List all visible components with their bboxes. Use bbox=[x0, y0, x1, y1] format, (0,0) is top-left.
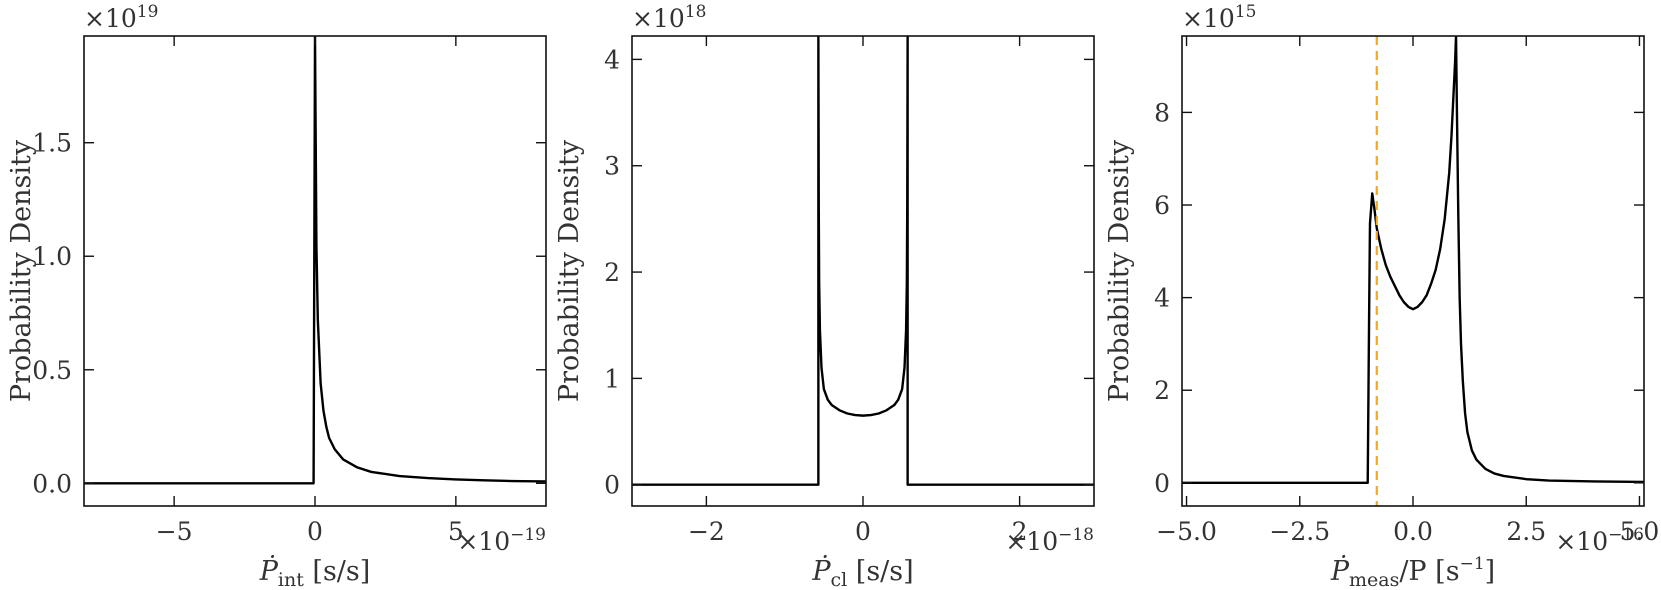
pdf-curve-0 bbox=[84, 36, 546, 485]
y-tick-label: 0.5 bbox=[32, 356, 72, 385]
x-tick-label: 5 bbox=[448, 517, 464, 546]
y-tick-label: 3 bbox=[604, 152, 620, 181]
x-multiplier-label: ×10−19 bbox=[457, 525, 546, 556]
y-axis-label: Probability Density bbox=[554, 139, 585, 402]
y-multiplier-label: ×1019 bbox=[84, 2, 158, 33]
x-tick-label: 0 bbox=[855, 517, 871, 546]
panel-pdot-cl: −2 0 2 0 1 2 3 4 ×1018 ×10−18 Probability Density Ṗ… bbox=[554, 2, 1095, 590]
panel-pdot-int: −5 0 5 0.0 0.5 1.0 1.5 ×1019 ×10−19 Probability D… bbox=[6, 2, 547, 590]
x-tick-label: 5.0 bbox=[1620, 517, 1660, 546]
y-tick-label: 8 bbox=[1154, 98, 1170, 127]
pdf-curve-0 bbox=[1182, 36, 1644, 485]
panel-pdot-meas-over-p: −5.0 −2.5 0.0 2.5 5.0 0 2 4 6 8 ×1015 ×10−16 Probabi… bbox=[1104, 2, 1659, 590]
y-tick-label: 0 bbox=[604, 471, 620, 500]
y-axis-label: Probability Density bbox=[1104, 139, 1135, 402]
y-tick-label: 1.0 bbox=[32, 242, 72, 271]
axes-frame bbox=[631, 35, 1095, 507]
y-tick-label: 4 bbox=[604, 45, 620, 74]
x-tick-label: −5.0 bbox=[1156, 517, 1217, 546]
x-tick-label: 0.0 bbox=[1393, 517, 1433, 546]
y-tick-label: 1 bbox=[604, 364, 620, 393]
y-multiplier-label: ×1015 bbox=[1182, 2, 1256, 33]
y-tick-label: 2 bbox=[1154, 376, 1170, 405]
y-tick-label: 1.5 bbox=[32, 129, 72, 158]
x-multiplier-label: ×10−18 bbox=[1005, 525, 1094, 556]
x-tick-label: −5 bbox=[156, 517, 193, 546]
axes-frame bbox=[1181, 35, 1645, 507]
x-axis-label: Ṗint [s/s] bbox=[259, 554, 371, 590]
y-tick-label: 6 bbox=[1154, 191, 1170, 220]
y-tick-label: 4 bbox=[1154, 284, 1170, 313]
y-tick-label: 0 bbox=[1154, 469, 1170, 498]
y-axis-label: Probability Density bbox=[6, 139, 37, 402]
pdf-curve-0 bbox=[632, 36, 1094, 486]
x-tick-label: 2 bbox=[1012, 517, 1028, 546]
x-tick-label: 2.5 bbox=[1506, 517, 1546, 546]
y-multiplier-label: ×1018 bbox=[632, 2, 706, 33]
y-tick-label: 0.0 bbox=[32, 469, 72, 498]
x-axis-label: Ṗcl [s/s] bbox=[811, 554, 913, 590]
x-tick-label: 0 bbox=[307, 517, 323, 546]
x-axis-label: Ṗmeas/P [s−1] bbox=[1330, 554, 1495, 590]
x-tick-label: −2 bbox=[688, 517, 725, 546]
y-tick-label: 2 bbox=[604, 258, 620, 287]
x-multiplier-label: ×10−16 bbox=[1555, 525, 1644, 556]
x-tick-label: −2.5 bbox=[1269, 517, 1330, 546]
